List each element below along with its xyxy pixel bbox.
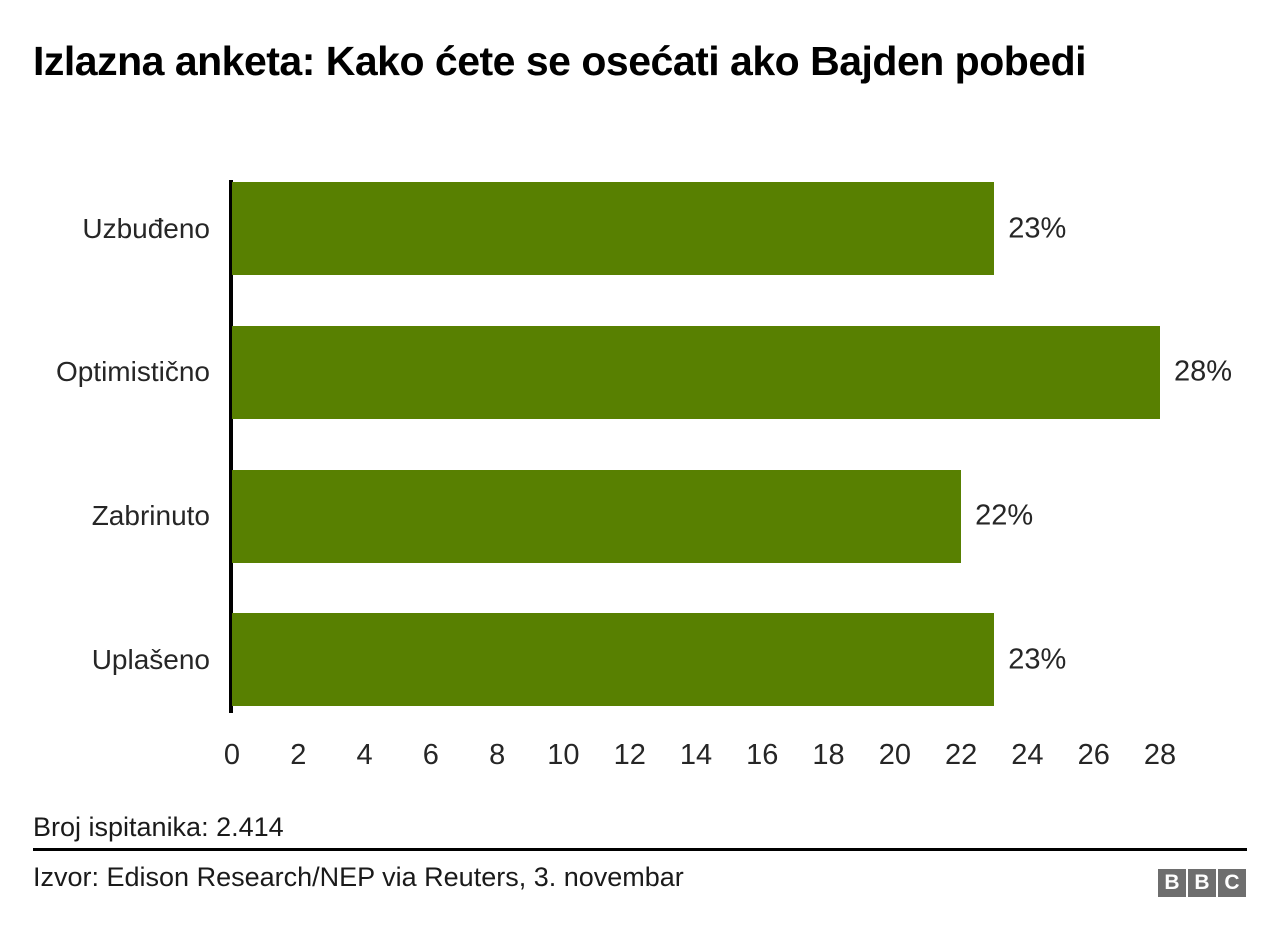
bbc-logo: B B C bbox=[1158, 869, 1246, 897]
x-tick-label: 4 bbox=[356, 739, 373, 771]
category-label: Zabrinuto bbox=[91, 500, 210, 532]
value-label: 23% bbox=[1008, 643, 1067, 676]
bbc-logo-letter: B bbox=[1188, 869, 1216, 897]
value-label: 28% bbox=[1174, 355, 1233, 388]
bbc-logo-letter: B bbox=[1158, 869, 1186, 897]
x-tick-label: 2 bbox=[290, 739, 307, 771]
x-tick-label: 6 bbox=[422, 739, 439, 771]
x-tick-label: 12 bbox=[613, 739, 646, 771]
x-tick-label: 14 bbox=[679, 739, 713, 771]
x-tick-label: 24 bbox=[1011, 739, 1044, 771]
x-tick-label: 22 bbox=[945, 739, 978, 771]
chart-title: Izlazna anketa: Kako ćete se osećati ako… bbox=[33, 38, 1087, 84]
value-label: 22% bbox=[975, 499, 1034, 532]
category-label: Uplašeno bbox=[91, 643, 210, 675]
bar bbox=[232, 469, 962, 563]
y-axis-line bbox=[229, 180, 233, 713]
category-label: Uzbuđeno bbox=[82, 212, 210, 244]
x-tick-label: 0 bbox=[223, 739, 241, 771]
respondents-note: Broj ispitanika: 2.414 bbox=[33, 812, 284, 842]
x-tick-label: 20 bbox=[878, 739, 911, 771]
bbc-logo-letter: C bbox=[1218, 869, 1246, 897]
source-note: Izvor: Edison Research/NEP via Reuters, … bbox=[33, 862, 684, 892]
x-tick-label: 8 bbox=[489, 739, 506, 771]
category-label: Optimistično bbox=[55, 356, 210, 388]
value-label: 23% bbox=[1008, 212, 1067, 244]
bar bbox=[232, 182, 995, 275]
x-tick-label: 10 bbox=[547, 739, 580, 771]
x-tick-label: 16 bbox=[746, 739, 779, 771]
x-tick-label: 26 bbox=[1077, 739, 1110, 771]
bar bbox=[232, 613, 995, 707]
footer-divider bbox=[33, 848, 1247, 851]
x-tick-label: 18 bbox=[812, 739, 845, 771]
x-tick-label: 28 bbox=[1143, 739, 1177, 771]
bar bbox=[232, 325, 1160, 419]
